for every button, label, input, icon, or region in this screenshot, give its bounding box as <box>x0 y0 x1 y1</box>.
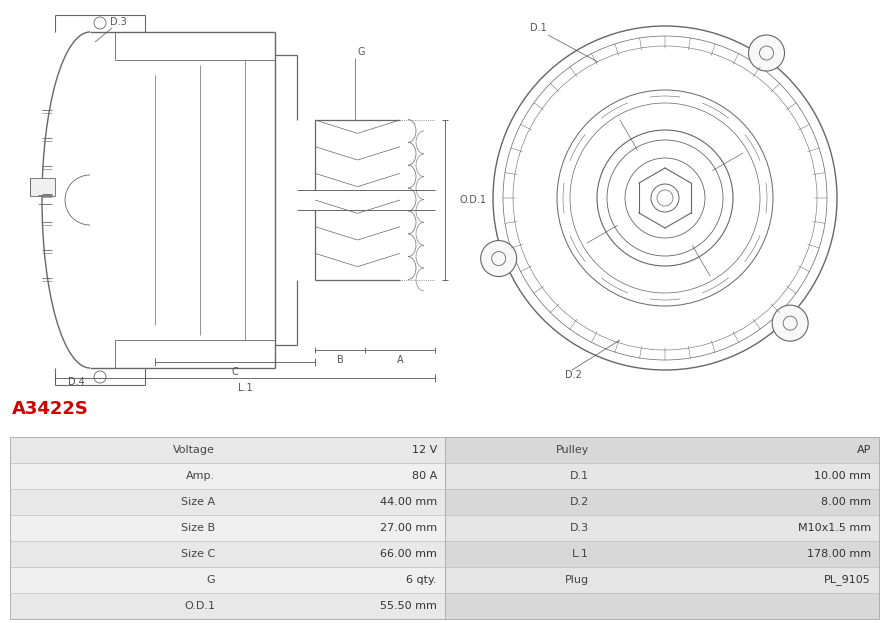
Bar <box>10 437 445 463</box>
Circle shape <box>749 35 784 71</box>
Text: Size B: Size B <box>180 523 215 533</box>
Bar <box>445 463 879 489</box>
Text: PL_9105: PL_9105 <box>824 574 871 586</box>
Text: D.3: D.3 <box>109 17 126 27</box>
Text: 8.00 mm: 8.00 mm <box>821 497 871 507</box>
Bar <box>10 593 445 619</box>
Text: Size C: Size C <box>180 549 215 559</box>
Bar <box>445 541 879 567</box>
Text: D.1: D.1 <box>570 471 589 481</box>
Text: D.1: D.1 <box>530 23 547 33</box>
Bar <box>445 489 879 515</box>
Text: M10x1.5 mm: M10x1.5 mm <box>797 523 871 533</box>
Text: O.D.1: O.D.1 <box>184 601 215 611</box>
Text: Size A: Size A <box>180 497 215 507</box>
Text: Amp.: Amp. <box>186 471 215 481</box>
Text: L.1: L.1 <box>237 383 252 393</box>
Bar <box>445 437 879 463</box>
Bar <box>10 437 879 619</box>
Text: L.1: L.1 <box>573 549 589 559</box>
Bar <box>30 178 55 196</box>
Text: B: B <box>337 355 343 365</box>
Bar <box>445 515 879 541</box>
Text: 6 qty.: 6 qty. <box>406 575 437 585</box>
Bar <box>445 593 879 619</box>
Bar <box>445 567 879 593</box>
Text: D.2: D.2 <box>570 497 589 507</box>
Text: Plug: Plug <box>565 575 589 585</box>
Text: A3422S: A3422S <box>12 400 89 418</box>
Text: O.D.1: O.D.1 <box>460 195 487 205</box>
Text: 12 V: 12 V <box>412 445 437 455</box>
Text: A: A <box>396 355 404 365</box>
Text: G: G <box>206 575 215 585</box>
Text: D.2: D.2 <box>565 370 582 380</box>
Text: C: C <box>232 367 238 377</box>
Text: D.3: D.3 <box>570 523 589 533</box>
Text: 44.00 mm: 44.00 mm <box>380 497 437 507</box>
Bar <box>10 515 445 541</box>
Text: 80 A: 80 A <box>412 471 437 481</box>
Text: 66.00 mm: 66.00 mm <box>380 549 437 559</box>
Text: Voltage: Voltage <box>173 445 215 455</box>
Text: 178.00 mm: 178.00 mm <box>807 549 871 559</box>
Text: AP: AP <box>857 445 871 455</box>
Text: G: G <box>358 47 365 57</box>
Text: D.4: D.4 <box>68 377 84 387</box>
Circle shape <box>481 240 517 277</box>
Text: Pulley: Pulley <box>556 445 589 455</box>
Bar <box>10 567 445 593</box>
Bar <box>10 541 445 567</box>
Bar <box>10 463 445 489</box>
Bar <box>10 489 445 515</box>
Text: 10.00 mm: 10.00 mm <box>814 471 871 481</box>
Circle shape <box>773 305 808 341</box>
Text: 55.50 mm: 55.50 mm <box>380 601 437 611</box>
Text: 27.00 mm: 27.00 mm <box>380 523 437 533</box>
